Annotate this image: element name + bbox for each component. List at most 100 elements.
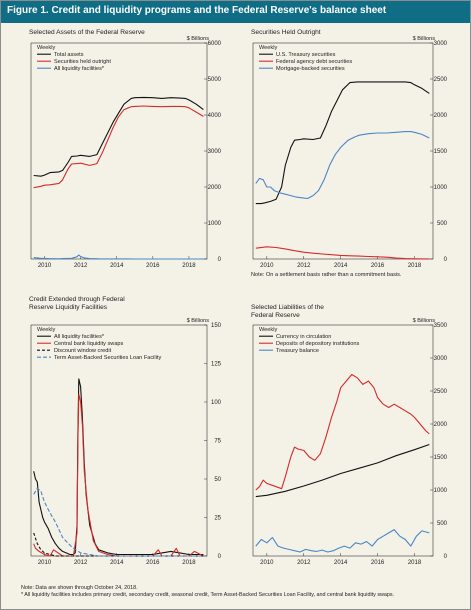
x-tick-label: 2014 bbox=[334, 560, 348, 566]
legend-label-2: Deposits of depository institutions bbox=[276, 341, 360, 347]
y-tick-label: 75 bbox=[214, 439, 221, 445]
y-tick-label: 2000 bbox=[434, 422, 448, 428]
series-line-2 bbox=[255, 373, 430, 491]
series-line-3 bbox=[33, 254, 204, 260]
y-tick-label: 3000 bbox=[434, 41, 448, 47]
legend-label-4: Term Asset-Backed Securities Loan Facili… bbox=[54, 355, 161, 361]
y-tick-label: 125 bbox=[211, 362, 222, 368]
x-tick-label: 2016 bbox=[371, 560, 385, 566]
chart-note: Note: On a settlement basis rather than … bbox=[251, 272, 402, 278]
chart-title: Selected Liabilities of the Federal Reser… bbox=[251, 304, 324, 319]
y-tick-label: 0 bbox=[218, 257, 222, 263]
x-tick-label: 2012 bbox=[74, 263, 88, 269]
y-tick-label: 100 bbox=[211, 400, 222, 406]
frequency-label: Weekly bbox=[37, 327, 55, 333]
chart-panel-2: Securities Held Outright $ Billions Weekly… bbox=[251, 29, 448, 278]
y-tick-label: 4000 bbox=[208, 113, 222, 119]
legend-label-1: Currency in circulation bbox=[276, 334, 331, 340]
legend-label-1: U.S. Treasury securities bbox=[276, 52, 336, 58]
x-tick-label: 2010 bbox=[38, 263, 52, 269]
y-tick-label: 50 bbox=[214, 477, 221, 483]
figure-note-data: Note: Data are shown through October 24,… bbox=[21, 585, 138, 591]
figure-title: Figure 1. Credit and liquidity programs … bbox=[7, 5, 387, 16]
y-tick-label: 500 bbox=[437, 521, 448, 527]
chart-panel-1: Selected Assets of the Federal Reserve $ … bbox=[29, 29, 222, 269]
series-line-1 bbox=[255, 443, 430, 498]
y-tick-label: 1000 bbox=[434, 185, 448, 191]
x-tick-label: 2018 bbox=[182, 263, 196, 269]
y-tick-label: 0 bbox=[444, 257, 448, 263]
y-tick-label: 500 bbox=[437, 221, 448, 227]
chart-title-line: Credit Extended through Federal bbox=[29, 296, 125, 303]
y-tick-label: 6000 bbox=[208, 41, 222, 47]
legend-label-1: All liquidity facilities* bbox=[54, 334, 105, 340]
y-tick-label: 0 bbox=[218, 554, 222, 560]
y-tick-label: 1000 bbox=[208, 221, 222, 227]
chart-title: Credit Extended through Federal Reserve L… bbox=[29, 296, 125, 311]
legend-label-2: Securities held outright bbox=[54, 59, 111, 65]
legend-label-2: Central bank liquidity swaps bbox=[54, 341, 124, 347]
legend-label-3: Discount window credit bbox=[54, 348, 112, 354]
frequency-label: Weekly bbox=[37, 45, 55, 51]
x-tick-label: 2016 bbox=[146, 560, 160, 566]
y-tick-label: 5000 bbox=[208, 77, 222, 83]
y-tick-label: 1000 bbox=[434, 488, 448, 494]
x-tick-label: 2016 bbox=[146, 263, 160, 269]
y-tick-label: 2000 bbox=[208, 185, 222, 191]
x-tick-label: 2016 bbox=[371, 263, 385, 269]
unit-label: $ Billions bbox=[187, 318, 210, 324]
x-tick-label: 2010 bbox=[260, 560, 274, 566]
y-tick-label: 3500 bbox=[434, 323, 448, 329]
x-tick-label: 2010 bbox=[260, 263, 274, 269]
series-line-1 bbox=[255, 81, 430, 205]
legend-label-1: Total assets bbox=[54, 52, 84, 58]
y-tick-label: 2500 bbox=[434, 77, 448, 83]
chart-title: Selected Assets of the Federal Reserve bbox=[29, 29, 145, 36]
y-tick-label: 150 bbox=[211, 323, 222, 329]
chart-title: Securities Held Outright bbox=[251, 29, 321, 36]
series-line-3 bbox=[255, 529, 430, 553]
y-tick-label: 0 bbox=[444, 554, 448, 560]
x-tick-label: 2014 bbox=[110, 560, 124, 566]
y-tick-label: 25 bbox=[214, 516, 221, 522]
chart-title-line: Federal Reserve bbox=[251, 312, 300, 319]
plot-frame bbox=[252, 42, 434, 260]
unit-label: $ Billions bbox=[413, 318, 436, 324]
x-tick-label: 2018 bbox=[182, 560, 196, 566]
x-tick-label: 2018 bbox=[408, 263, 422, 269]
chart-panel-4: Selected Liabilities of the Federal Reser… bbox=[251, 304, 448, 566]
series-line-1 bbox=[33, 378, 204, 556]
y-tick-label: 1500 bbox=[434, 455, 448, 461]
legend-label-2: Federal agency debt securities bbox=[276, 59, 352, 65]
figure-note-facilities: * All liquidity facilities includes prim… bbox=[21, 592, 395, 598]
plot-frame bbox=[30, 42, 208, 260]
legend-label-3: Mortgage-backed securities bbox=[276, 66, 345, 72]
legend-label-3: All liquidity facilities* bbox=[54, 66, 105, 72]
x-tick-label: 2018 bbox=[408, 560, 422, 566]
x-tick-label: 2014 bbox=[110, 263, 124, 269]
x-tick-label: 2012 bbox=[297, 263, 311, 269]
chart-title-line: Selected Liabilities of the bbox=[251, 304, 324, 311]
chart-panel-3: Credit Extended through Federal Reserve L… bbox=[29, 296, 222, 566]
y-tick-label: 2500 bbox=[434, 389, 448, 395]
unit-label: $ Billions bbox=[187, 36, 210, 42]
series-line-2 bbox=[33, 393, 204, 557]
chart-title-line: Reserve Liquidity Facilities bbox=[29, 304, 108, 311]
legend-label-3: Treasury balance bbox=[276, 348, 319, 354]
figure-banner: Figure 1. Credit and liquidity programs … bbox=[1, 1, 470, 23]
figure-notes: Note: Data are shown through October 24,… bbox=[21, 585, 466, 599]
plot-frame bbox=[252, 324, 434, 557]
series-line-3 bbox=[255, 131, 430, 200]
y-tick-label: 2000 bbox=[434, 113, 448, 119]
x-tick-label: 2014 bbox=[334, 263, 348, 269]
frequency-label: Weekly bbox=[259, 327, 277, 333]
y-tick-label: 1500 bbox=[434, 149, 448, 155]
x-tick-label: 2012 bbox=[74, 560, 88, 566]
y-tick-label: 3000 bbox=[434, 356, 448, 362]
series-line-1 bbox=[33, 96, 204, 177]
x-tick-label: 2012 bbox=[297, 560, 311, 566]
x-tick-label: 2010 bbox=[38, 560, 52, 566]
unit-label: $ Billions bbox=[413, 36, 436, 42]
series-line-2 bbox=[255, 246, 430, 260]
